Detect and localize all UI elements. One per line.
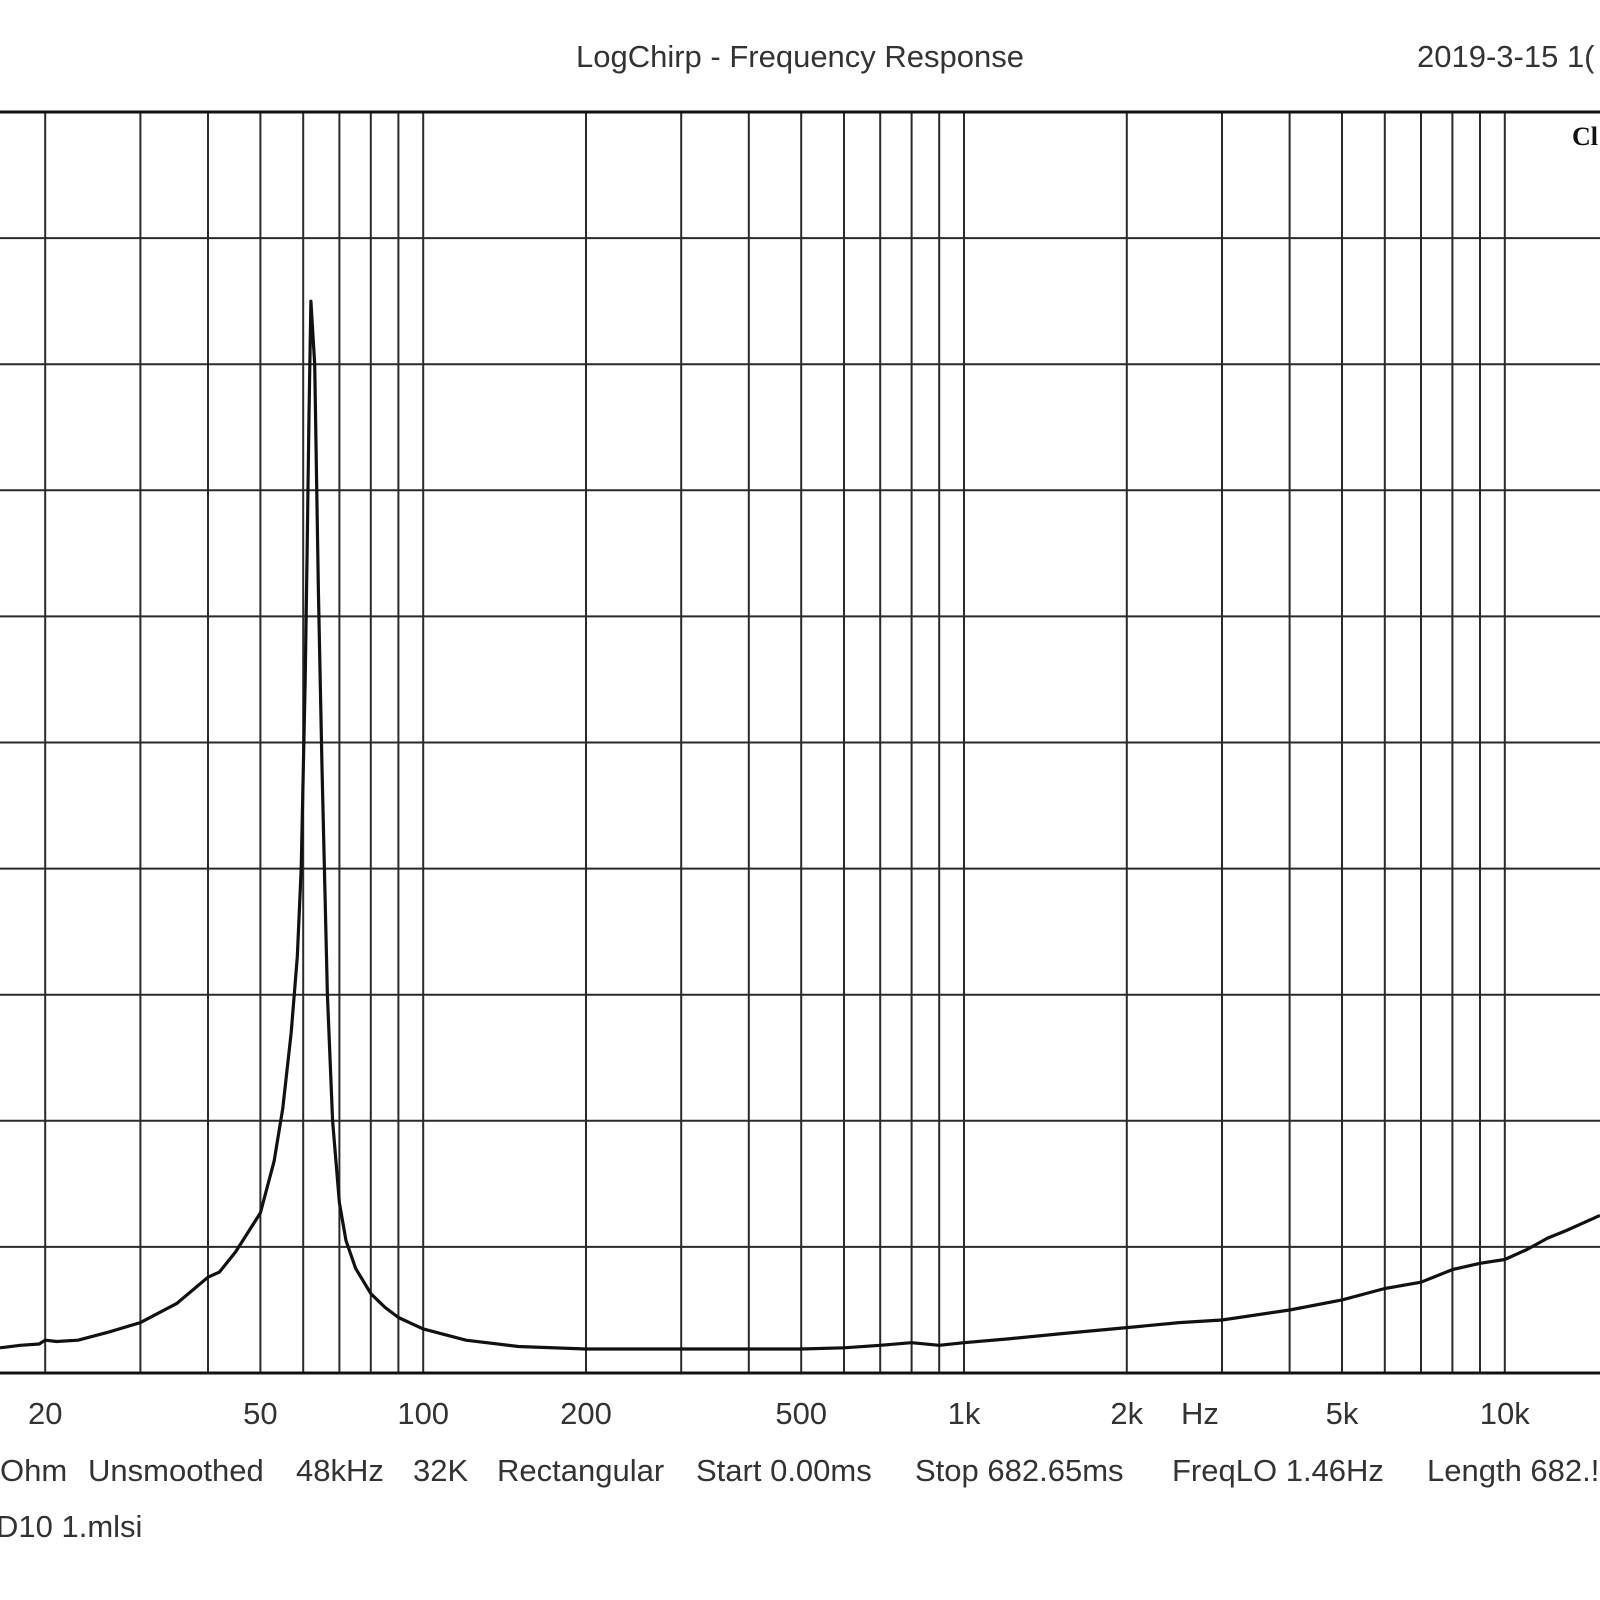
info-item: Rectangular: [497, 1453, 664, 1488]
info-item: FreqLO 1.46Hz: [1172, 1453, 1384, 1488]
info-item: 48kHz: [296, 1453, 384, 1488]
response-curve: [0, 299, 1600, 1351]
plot-frame: [0, 110, 1600, 1375]
info-item: 32K: [413, 1453, 468, 1488]
x-tick-label: 10k: [1480, 1396, 1530, 1431]
info-item: Length 682.!: [1427, 1453, 1599, 1488]
x-axis-unit: Hz: [1181, 1396, 1219, 1431]
info-item: Ohm: [0, 1453, 67, 1488]
x-tick-label: 5k: [1326, 1396, 1359, 1431]
x-tick-label: 2k: [1110, 1396, 1143, 1431]
x-tick-label: 100: [397, 1396, 449, 1431]
x-tick-label: 200: [560, 1396, 612, 1431]
corner-label: Cl: [1572, 122, 1598, 151]
info-item: Stop 682.65ms: [915, 1453, 1124, 1488]
x-tick-label: 500: [775, 1396, 827, 1431]
x-tick-label: 50: [243, 1396, 277, 1431]
file-name: D10 1.mlsi: [0, 1509, 142, 1544]
grid: [0, 111, 1600, 1374]
x-tick-label: 1k: [948, 1396, 981, 1431]
info-item: Start 0.00ms: [696, 1453, 872, 1488]
info-line: Ohm Unsmoothed 48kHz 32K Rectangular Sta…: [0, 1453, 1599, 1488]
info-item: Unsmoothed: [88, 1453, 264, 1488]
x-tick-label: 20: [28, 1396, 62, 1431]
x-tick-labels: 20 50 100 200 500 1k 2k 5k 10k: [28, 1396, 1530, 1431]
chart-timestamp: 2019-3-15 1(: [1417, 39, 1595, 74]
chart-title: LogChirp - Frequency Response: [576, 39, 1024, 74]
